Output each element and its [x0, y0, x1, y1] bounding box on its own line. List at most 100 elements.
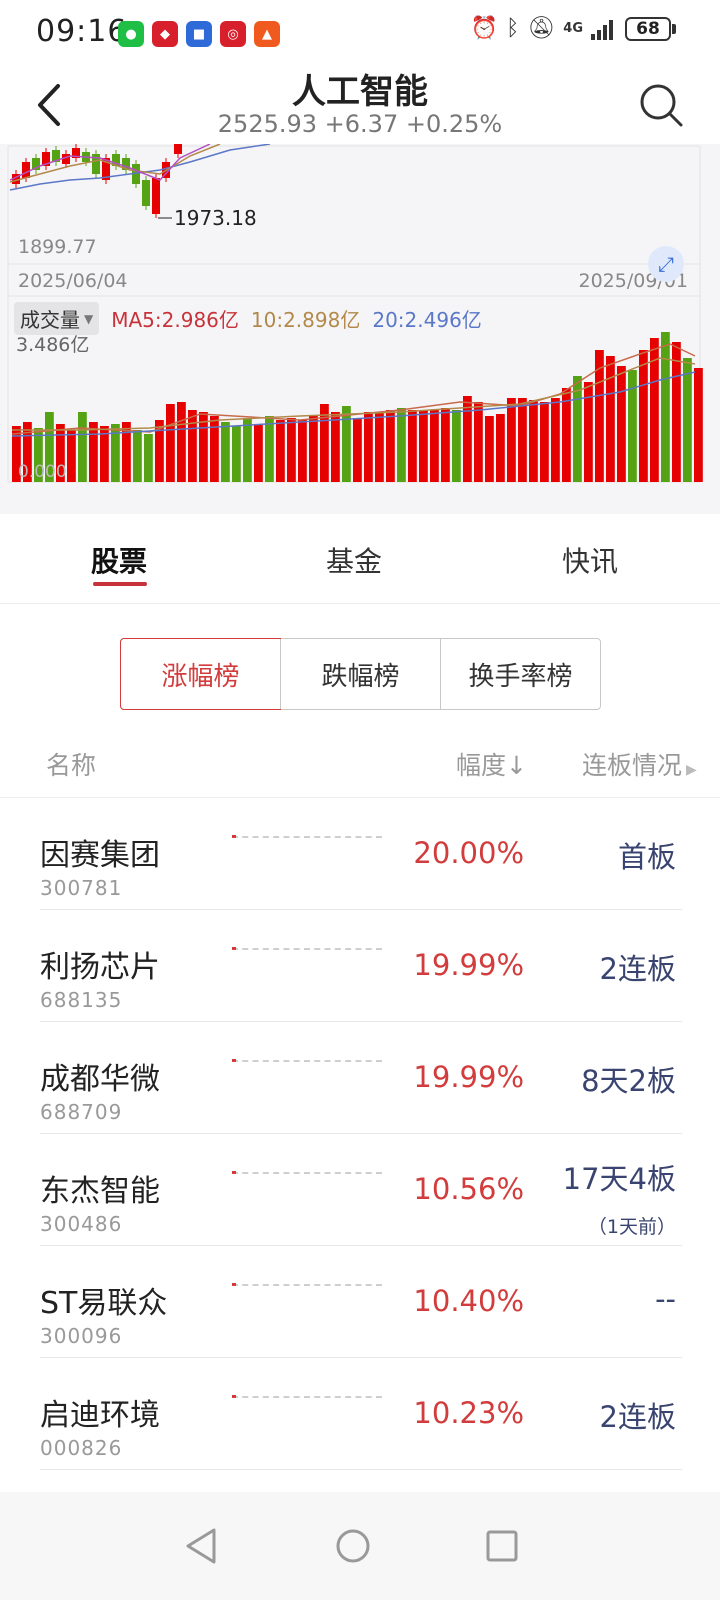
- wechat-icon: ●: [118, 21, 144, 47]
- stock-row[interactable]: 启迪环境 000826 10.23% 2连板: [40, 1358, 682, 1470]
- volume-bar: [133, 430, 142, 482]
- stock-code: 688135: [40, 988, 123, 1012]
- stock-board-status: 2连板: [599, 1400, 676, 1434]
- segment-turnover[interactable]: 换手率榜: [440, 639, 600, 709]
- search-icon[interactable]: [638, 82, 684, 128]
- sort-desc-icon: ↓: [506, 751, 527, 780]
- stock-change-pct: 10.23%: [413, 1396, 524, 1430]
- volume-bar: [309, 416, 318, 482]
- volume-bar: [100, 426, 109, 482]
- volume-bar: [430, 410, 439, 482]
- ma20-value: 20:2.496亿: [372, 308, 482, 332]
- volume-bar: [507, 398, 516, 482]
- stock-code: 300486: [40, 1212, 123, 1236]
- volume-bar: [694, 368, 703, 482]
- nav-home-icon[interactable]: [325, 1518, 381, 1574]
- volume-bar: [342, 406, 351, 482]
- table-header: 名称 幅度↓ 连板情况 ▶: [0, 726, 720, 798]
- stock-change-pct: 10.56%: [413, 1172, 524, 1206]
- tab-news[interactable]: 快讯: [562, 545, 619, 578]
- signal-icon: [591, 19, 613, 40]
- nav-back-icon[interactable]: [174, 1518, 230, 1574]
- volume-bar: [111, 424, 120, 482]
- candle-body: [152, 178, 160, 214]
- stock-row[interactable]: 成都华微 688709 19.99% 8天2板: [40, 1022, 682, 1134]
- volume-bar: [45, 412, 54, 482]
- volume-bar: [210, 416, 219, 482]
- column-board[interactable]: 连板情况 ▶: [582, 751, 697, 780]
- volume-ma5-line: [11, 343, 696, 435]
- volume-bar: [650, 338, 659, 482]
- volume-bar: [474, 402, 483, 482]
- volume-legend: 成交量 ▼ MA5:2.986亿 10:2.898亿 20:2.496亿: [14, 302, 482, 335]
- stock-name: 因赛集团: [40, 838, 160, 873]
- kline-chart[interactable]: 1973.18 1899.77 2025/06/04 2025/09/01 ⤢ …: [0, 144, 720, 514]
- candle-body: [42, 152, 50, 166]
- stock-change-pct: 19.99%: [413, 1060, 524, 1094]
- volume-bar: [78, 412, 87, 482]
- column-name: 名称: [46, 751, 97, 780]
- stock-row[interactable]: 利扬芯片 688135 19.99% 2连板: [40, 910, 682, 1022]
- candle-body: [112, 154, 120, 166]
- candle-body: [12, 174, 20, 184]
- chart-min-value: 1899.77: [18, 236, 97, 258]
- battery-icon: 68: [625, 16, 676, 41]
- nav-recents-icon[interactable]: [474, 1518, 530, 1574]
- volume-ma10-line: [12, 357, 696, 431]
- stock-row[interactable]: ST易联众 300096 10.40% --: [40, 1246, 682, 1358]
- index-change-pct: +0.25%: [405, 110, 503, 138]
- segment-gainers[interactable]: 涨幅榜: [120, 638, 281, 710]
- volume-bar: [606, 356, 615, 482]
- volume-zero: 0.000: [18, 462, 67, 482]
- stock-board-status: 首板: [617, 840, 676, 874]
- volume-bar: [353, 418, 362, 482]
- caret-down-icon: ▼: [84, 311, 94, 326]
- volume-bar: [221, 422, 230, 482]
- volume-bar: [518, 398, 527, 482]
- volume-bar: [595, 350, 604, 482]
- index-quote: 2525.93 +6.37 +0.25%: [0, 110, 720, 138]
- segment-losers[interactable]: 跌幅榜: [280, 639, 440, 709]
- stock-change-pct: 19.99%: [413, 948, 524, 982]
- stock-row[interactable]: 东杰智能 300486 10.56% 17天4板 （1天前）: [40, 1134, 682, 1246]
- candle-body: [62, 154, 70, 164]
- app-red-icon: ◆: [152, 21, 178, 47]
- volume-bar: [298, 420, 307, 482]
- tab-stocks[interactable]: 股票: [91, 545, 148, 578]
- stock-code: 300096: [40, 1324, 123, 1348]
- volume-bar: [67, 430, 76, 482]
- alarm-icon: ⏰: [470, 16, 499, 41]
- fullscreen-icon[interactable]: ⤢: [648, 246, 684, 282]
- intraday-sparkline: [232, 1059, 382, 1068]
- volume-bar: [397, 408, 406, 482]
- volume-max: 3.486亿: [16, 334, 90, 356]
- ma5-value: MA5:2.986亿: [111, 308, 239, 332]
- volume-bar: [672, 342, 681, 482]
- tab-funds[interactable]: 基金: [326, 545, 383, 578]
- volume-ma20-line: [11, 371, 696, 437]
- volume-bar: [661, 332, 670, 482]
- volume-bar: [639, 350, 648, 482]
- chart-date-start: 2025/06/04: [18, 270, 128, 292]
- candle-body: [52, 150, 60, 162]
- candle-body: [102, 158, 110, 180]
- stock-board-status: 8天2板: [581, 1064, 676, 1098]
- volume-indicator-selector[interactable]: 成交量 ▼: [14, 302, 100, 335]
- tab-active-indicator: [93, 582, 147, 586]
- chevron-right-icon: ▶: [686, 762, 697, 778]
- column-change-sort[interactable]: 幅度↓: [456, 751, 527, 780]
- stock-name: 东杰智能: [40, 1174, 160, 1209]
- volume-bar: [89, 422, 98, 482]
- stock-board-note: （1天前）: [587, 1216, 676, 1238]
- volume-bar: [56, 424, 65, 482]
- intraday-sparkline: [232, 1395, 382, 1404]
- system-nav-bar: [0, 1492, 720, 1600]
- candle-body: [32, 158, 40, 170]
- stock-change-pct: 10.40%: [413, 1284, 524, 1318]
- volume-bar: [155, 420, 164, 482]
- volume-bar: [177, 402, 186, 482]
- mute-icon: 🔕︎: [527, 16, 556, 41]
- stock-row[interactable]: 因赛集团 300781 20.00% 首板: [40, 798, 682, 910]
- back-icon[interactable]: [28, 80, 72, 130]
- chart-low-label: 1973.18: [174, 206, 257, 230]
